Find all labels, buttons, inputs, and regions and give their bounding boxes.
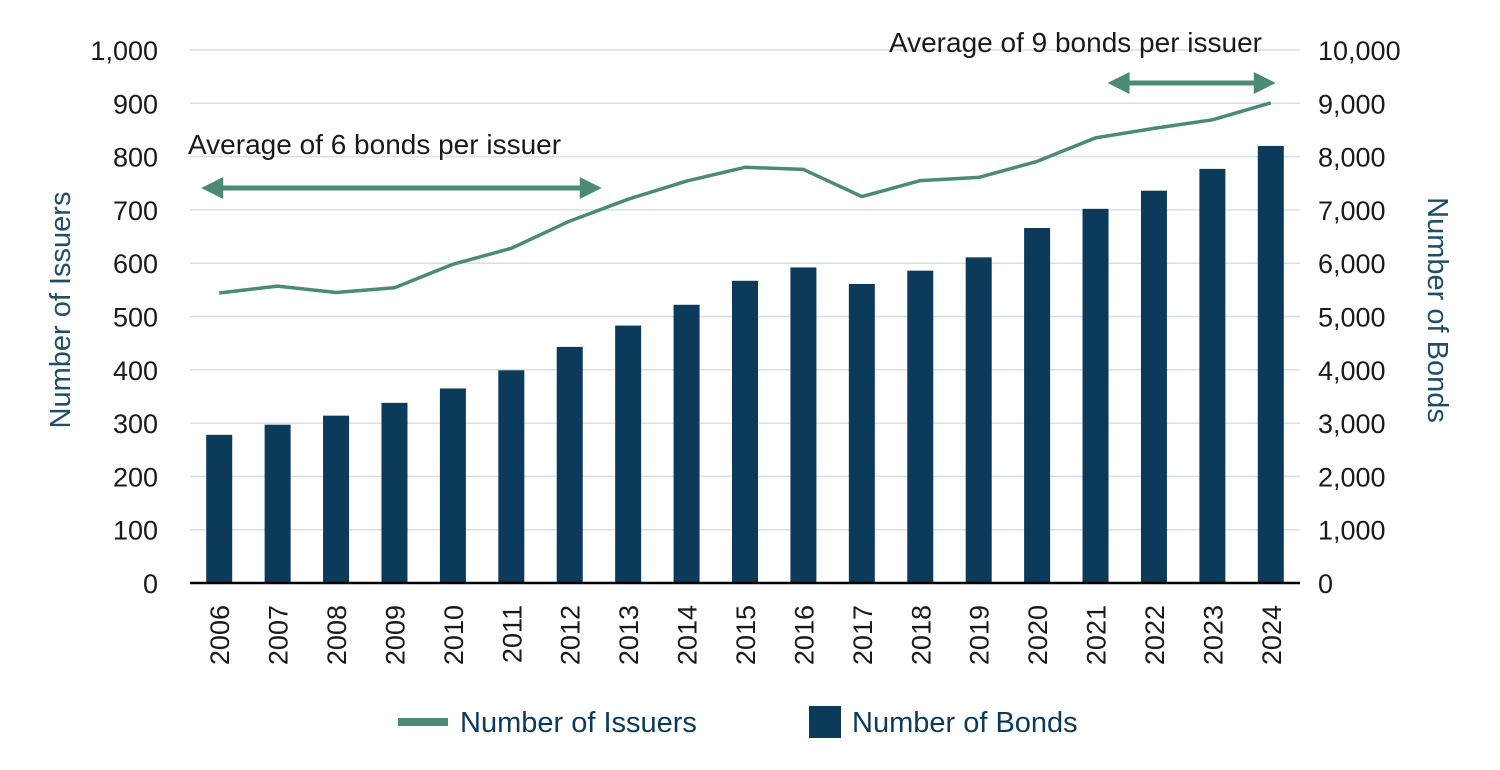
left-tick-label: 1,000 xyxy=(90,36,158,66)
bar-bonds-2022 xyxy=(1140,190,1167,583)
bar-bonds-2009 xyxy=(381,402,408,583)
bar-bonds-2024 xyxy=(1257,145,1284,583)
legend-label-issuers: Number of Issuers xyxy=(460,707,697,739)
annotation-6-bonds: Average of 6 bonds per issuer xyxy=(188,129,561,160)
left-tick-label: 0 xyxy=(143,569,158,599)
right-tick-label: 0 xyxy=(1318,569,1333,599)
x-tick-label: 2012 xyxy=(556,605,586,665)
bars-layer xyxy=(206,145,1284,584)
issuers-line-layer xyxy=(218,101,1272,295)
legend-swatch-bonds xyxy=(809,706,841,738)
x-tick-label: 2007 xyxy=(264,605,294,665)
left-tick-label: 100 xyxy=(113,516,158,546)
x-tick-label: 2015 xyxy=(731,605,761,665)
right-tick-label: 10,000 xyxy=(1318,36,1401,66)
x-tick-label: 2009 xyxy=(380,605,410,665)
bar-bonds-2018 xyxy=(907,270,934,583)
left-tick-label: 700 xyxy=(113,196,158,226)
x-tick-label: 2020 xyxy=(1023,605,1053,665)
x-tick-label: 2019 xyxy=(965,605,995,665)
left-axis-title: Number of Issuers xyxy=(45,192,77,429)
bar-bonds-2017 xyxy=(848,283,875,583)
left-tick-label: 600 xyxy=(113,249,158,279)
bar-bonds-2006 xyxy=(206,434,233,583)
bar-bonds-2008 xyxy=(323,415,350,583)
annotation-9-bonds: Average of 9 bonds per issuer xyxy=(889,27,1262,58)
x-axis-ticks: 2006 2007 2008 2009 2010 2011 2012 2013 2014 2015… xyxy=(205,605,1287,665)
x-tick-label: 2023 xyxy=(1198,605,1228,665)
x-tick-label: 2013 xyxy=(614,605,644,665)
bar-bonds-2012 xyxy=(556,346,583,583)
x-tick-label: 2021 xyxy=(1082,605,1112,665)
x-tick-label: 2008 xyxy=(322,605,352,665)
left-tick-label: 200 xyxy=(113,462,158,492)
bar-bonds-2020 xyxy=(1024,228,1051,583)
right-tick-label: 7,000 xyxy=(1318,196,1386,226)
x-tick-label: 2006 xyxy=(205,605,235,665)
left-tick-label: 900 xyxy=(113,89,158,119)
right-axis-ticks: 0 1,000 2,000 3,000 4,000 5,000 6,000 7,000 8,00… xyxy=(1318,36,1401,599)
arrow-6-bonds xyxy=(201,177,602,199)
legend: Number of Issuers Number of Bonds xyxy=(398,706,1078,739)
x-tick-label: 2011 xyxy=(497,605,527,663)
bar-bonds-2015 xyxy=(732,280,758,583)
bar-bonds-2007 xyxy=(264,424,291,583)
left-tick-label: 400 xyxy=(113,356,158,386)
annotations: Average of 6 bonds per issuer Average of… xyxy=(188,27,1276,199)
right-tick-label: 5,000 xyxy=(1318,303,1386,333)
x-tick-label: 2016 xyxy=(789,605,819,665)
x-tick-label: 2010 xyxy=(439,605,469,665)
bar-bonds-2011 xyxy=(498,370,525,583)
right-tick-label: 3,000 xyxy=(1318,409,1386,439)
right-tick-label: 1,000 xyxy=(1318,516,1386,546)
annotation-arrows xyxy=(201,72,1276,199)
right-tick-label: 6,000 xyxy=(1318,249,1386,279)
bar-bonds-2019 xyxy=(965,257,992,583)
bar-bonds-2016 xyxy=(790,267,817,583)
right-tick-label: 4,000 xyxy=(1318,356,1386,386)
bar-bonds-2023 xyxy=(1199,168,1226,583)
legend-swatch-issuers xyxy=(398,718,448,726)
left-tick-label: 800 xyxy=(113,143,158,173)
bar-bonds-2010 xyxy=(439,388,466,583)
x-tick-label: 2017 xyxy=(848,605,878,665)
left-tick-label: 500 xyxy=(113,303,158,333)
x-tick-label: 2018 xyxy=(906,605,936,665)
bar-bonds-2014 xyxy=(673,304,700,583)
bar-bonds-2021 xyxy=(1082,208,1109,584)
right-tick-label: 8,000 xyxy=(1318,143,1386,173)
right-tick-label: 2,000 xyxy=(1318,462,1386,492)
arrow-9-bonds xyxy=(1107,72,1276,94)
bar-bonds-2013 xyxy=(615,325,642,583)
x-tick-label: 2022 xyxy=(1140,605,1170,665)
left-axis-ticks: 0 100 200 300 400 500 600 700 800 900 1,000 xyxy=(90,36,158,599)
left-tick-label: 300 xyxy=(113,409,158,439)
right-axis-title: Number of Bonds xyxy=(1421,197,1453,423)
legend-label-bonds: Number of Bonds xyxy=(852,707,1078,739)
right-tick-label: 9,000 xyxy=(1318,89,1386,119)
x-tick-label: 2024 xyxy=(1257,605,1287,665)
x-tick-label: 2014 xyxy=(673,605,703,665)
